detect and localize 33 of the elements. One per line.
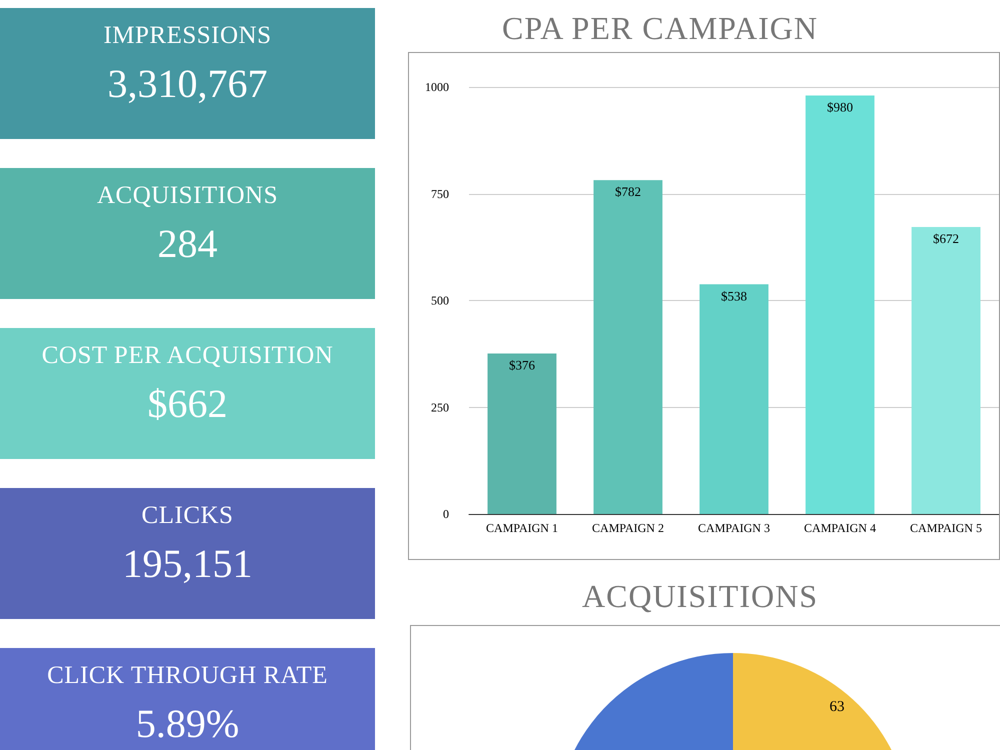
text: ACQUISITIONS <box>96 182 279 210</box>
text: COST PER ACQUISITION <box>40 342 334 370</box>
text: CLICK THROUGH RATE <box>46 662 329 690</box>
bar <box>700 284 768 514</box>
bar <box>594 180 662 514</box>
text: 284 <box>156 220 218 267</box>
y-tick-label: 750 <box>431 186 449 201</box>
y-tick-label: 500 <box>431 294 449 308</box>
data-label: $980 <box>827 100 853 115</box>
data-label: $782 <box>615 184 641 200</box>
bar <box>488 353 556 514</box>
data-label: 63 <box>829 698 844 715</box>
chart-title: CPA PER CAMPAIGN <box>501 10 819 47</box>
y-tick-label: 250 <box>431 400 449 414</box>
text: IMPRESSIONS <box>102 22 273 50</box>
text: CLICKS <box>140 502 234 530</box>
data-label: $538 <box>721 288 747 304</box>
text: 3,310,767 <box>106 60 268 107</box>
text: $662 <box>146 380 228 427</box>
y-tick-label: 0 <box>443 507 449 521</box>
x-tick-label: CAMPAIGN 3 <box>698 521 770 535</box>
x-tick-label: CAMPAIGN 2 <box>592 521 664 535</box>
x-tick-label: CAMPAIGN 4 <box>804 521 876 535</box>
text: 195,151 <box>122 540 254 587</box>
text: 5.89% <box>134 700 240 747</box>
x-tick-label: CAMPAIGN 5 <box>910 521 982 535</box>
chart-title: ACQUISITIONS <box>581 578 819 615</box>
data-label: $376 <box>509 357 536 372</box>
bar <box>806 96 874 514</box>
bar <box>912 227 980 514</box>
data-label: $672 <box>933 231 959 246</box>
y-tick-label: 1000 <box>425 80 449 94</box>
x-tick-label: CAMPAIGN 1 <box>486 521 558 535</box>
